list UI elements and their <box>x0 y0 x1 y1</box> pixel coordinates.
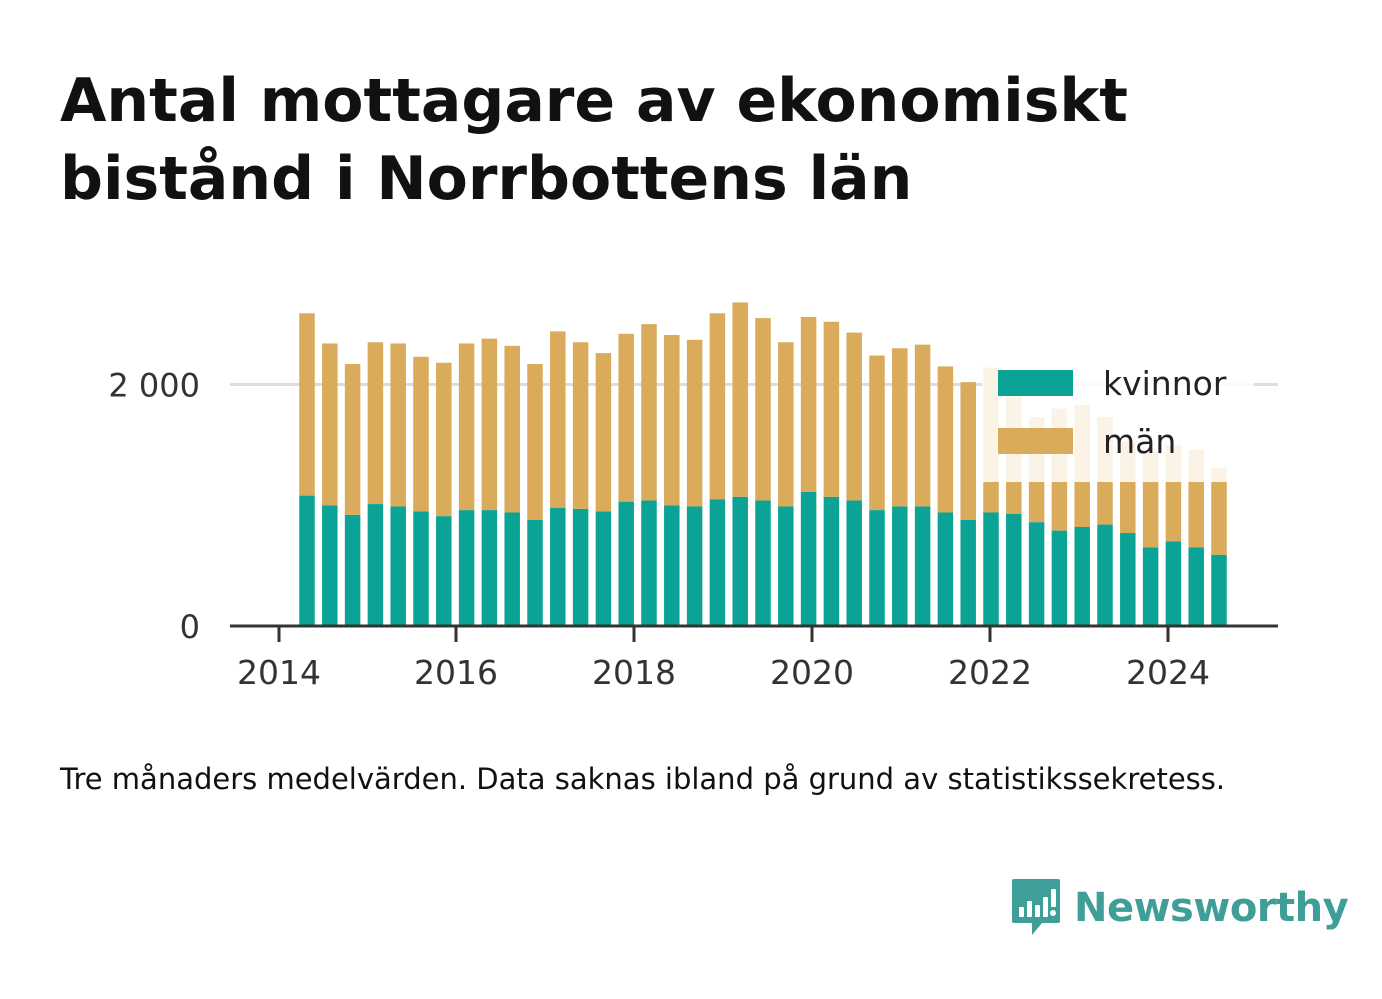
y-tick-label: 2 000 <box>108 367 200 405</box>
bar-kvinnor <box>1006 513 1022 626</box>
bar-kvinnor <box>1211 554 1227 626</box>
bar-man <box>390 343 406 507</box>
bar-kvinnor <box>846 500 862 626</box>
x-tick-label: 2024 <box>1126 653 1210 692</box>
bar-kvinnor <box>550 507 566 626</box>
bar-kvinnor <box>1028 522 1045 626</box>
bar-kvinnor <box>823 496 840 626</box>
bar-kvinnor <box>1188 547 1204 626</box>
bar-man <box>527 363 543 520</box>
bar-kvinnor <box>914 506 931 626</box>
bar-kvinnor <box>322 505 338 626</box>
bar-kvinnor <box>869 510 885 626</box>
bar-kvinnor <box>481 510 498 626</box>
bar-man <box>869 355 885 511</box>
bar-man <box>1211 467 1227 555</box>
bar-man <box>595 353 612 512</box>
bar-man <box>572 342 589 509</box>
bar-kvinnor <box>390 506 406 626</box>
bar-kvinnor <box>800 491 817 626</box>
bar-man <box>367 342 384 505</box>
axes: 0 2 000 2014 2016 2018 2020 2022 2024 <box>108 367 1278 692</box>
bar-kvinnor <box>937 512 954 626</box>
y-tick-label: 0 <box>180 608 200 646</box>
bar-kvinnor <box>618 501 634 626</box>
bar-man <box>550 331 566 508</box>
bar-man <box>846 332 862 501</box>
legend-label-man: män <box>1103 422 1176 461</box>
bar-kvinnor <box>458 510 475 626</box>
bar-man <box>413 356 429 512</box>
legend: kvinnor män <box>982 356 1254 482</box>
bar-man <box>892 348 908 507</box>
x-tick-label: 2016 <box>414 653 498 692</box>
bar-kvinnor <box>1051 530 1068 626</box>
bar-man <box>732 302 748 497</box>
bar-man <box>800 316 817 492</box>
legend-label-kvinnor: kvinnor <box>1103 364 1227 403</box>
bar-kvinnor <box>367 504 384 626</box>
bar-man <box>504 345 520 513</box>
bar-kvinnor <box>892 506 908 626</box>
bar-man <box>914 344 931 507</box>
legend-swatch-man <box>998 428 1073 454</box>
bar-kvinnor <box>1165 541 1182 626</box>
bar-kvinnor <box>1074 526 1090 626</box>
bar-man <box>458 343 475 511</box>
bar-kvinnor <box>641 500 657 626</box>
bar-man <box>481 338 498 511</box>
bar-kvinnor <box>344 514 361 626</box>
bar-kvinnor <box>436 516 452 626</box>
bar-man <box>686 339 703 507</box>
bar-man <box>960 382 976 520</box>
bar-kvinnor <box>1120 533 1136 626</box>
bar-kvinnor <box>299 495 315 626</box>
brand: Newsworthy <box>1010 876 1349 940</box>
bar-man <box>299 313 315 496</box>
bar-man <box>778 342 794 507</box>
bar-kvinnor <box>1097 524 1113 626</box>
brand-name: Newsworthy <box>1074 885 1349 931</box>
bar-man <box>664 335 680 506</box>
bar-kvinnor <box>709 499 726 626</box>
bar-kvinnor <box>504 512 520 626</box>
bar-kvinnor <box>595 511 612 626</box>
bar-man <box>823 321 840 497</box>
x-tick-label: 2018 <box>592 653 676 692</box>
bar-kvinnor <box>960 519 976 626</box>
bar-kvinnor <box>664 505 680 626</box>
bar-man <box>755 318 771 501</box>
bar-man <box>322 343 338 506</box>
bar-kvinnor <box>527 519 543 626</box>
newsworthy-logo-icon <box>1012 879 1060 935</box>
bar-kvinnor <box>983 512 999 626</box>
bar-kvinnor <box>778 506 794 626</box>
chart: 0 2 000 2014 2016 2018 2020 2022 2024 kvinnor m… <box>108 302 1278 692</box>
bar-kvinnor <box>732 496 748 626</box>
x-tick-label: 2014 <box>237 653 321 692</box>
footnote: Tre månaders medelvärden. Data saknas ib… <box>60 762 1226 796</box>
bar-man <box>641 324 657 501</box>
bar-man <box>618 333 634 502</box>
legend-swatch-kvinnor <box>998 370 1073 396</box>
bar-man <box>344 363 361 515</box>
bar-man <box>709 313 726 500</box>
bar-kvinnor <box>1142 547 1159 626</box>
x-tick-label: 2022 <box>948 653 1032 692</box>
bar-man <box>937 366 954 513</box>
bar-man <box>436 362 452 517</box>
x-tick-label: 2020 <box>770 653 854 692</box>
bar-kvinnor <box>686 506 703 626</box>
bar-kvinnor <box>755 500 771 626</box>
bar-kvinnor <box>572 508 589 626</box>
bar-kvinnor <box>413 511 429 626</box>
chart-title: Antal mottagare av ekonomiskt bistånd i … <box>60 66 1128 214</box>
